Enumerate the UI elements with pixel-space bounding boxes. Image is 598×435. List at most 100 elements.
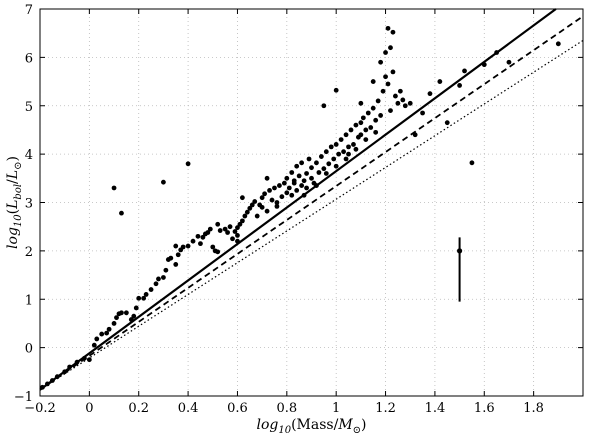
data-point xyxy=(232,229,238,234)
data-point xyxy=(370,105,376,111)
data-point xyxy=(254,213,260,219)
data-point xyxy=(353,122,359,128)
data-point xyxy=(321,103,327,109)
data-point xyxy=(296,173,302,179)
data-point xyxy=(252,199,258,204)
data-point xyxy=(348,127,354,133)
data-point xyxy=(163,267,169,273)
data-point xyxy=(318,154,324,159)
data-points xyxy=(40,25,561,390)
x-tick-label: 1.8 xyxy=(523,401,544,416)
data-point xyxy=(239,195,245,201)
data-point xyxy=(62,369,68,375)
x-tick-labels: −0.2 0 0.2 0.4 0.6 0.8 1 1.2 1.4 1.6 1.8 xyxy=(24,401,544,416)
data-point xyxy=(291,180,297,186)
data-point xyxy=(54,374,60,380)
data-point xyxy=(106,326,112,332)
data-point xyxy=(119,310,124,316)
data-point xyxy=(284,190,290,196)
data-point xyxy=(383,50,388,55)
data-point xyxy=(358,120,364,126)
data-point xyxy=(104,330,110,336)
data-point xyxy=(353,146,359,152)
y-axis-label: log10(Lbol/L⊙) xyxy=(5,156,24,249)
data-point xyxy=(506,59,512,65)
data-point xyxy=(143,292,149,297)
data-point xyxy=(269,197,275,203)
data-point xyxy=(198,241,203,247)
x-tick-label: 1 xyxy=(332,401,340,416)
data-point xyxy=(237,221,243,227)
data-point xyxy=(378,113,384,118)
data-point xyxy=(388,108,393,113)
fit-lines xyxy=(39,8,584,391)
data-point xyxy=(247,205,253,211)
data-point xyxy=(131,313,137,319)
data-point xyxy=(207,226,213,232)
data-point xyxy=(323,149,329,155)
data-point xyxy=(153,281,159,287)
data-point xyxy=(274,200,280,205)
data-point xyxy=(264,175,270,181)
x-tick-label: 0.8 xyxy=(276,401,297,416)
data-point xyxy=(141,295,147,301)
data-point xyxy=(215,221,221,227)
data-point xyxy=(326,161,332,167)
data-point xyxy=(136,295,142,301)
data-point xyxy=(343,132,349,138)
data-point xyxy=(262,191,268,197)
data-point xyxy=(351,142,356,147)
data-point xyxy=(299,183,305,188)
data-point xyxy=(336,151,342,157)
data-point xyxy=(225,230,230,235)
data-point xyxy=(299,160,305,166)
data-point xyxy=(284,175,290,181)
data-point xyxy=(86,357,92,363)
data-point xyxy=(277,183,282,188)
data-point xyxy=(412,132,418,138)
y-tick-label: 0 xyxy=(25,342,33,357)
data-point xyxy=(390,29,396,35)
data-point xyxy=(230,236,235,242)
data-point xyxy=(119,210,124,216)
data-point xyxy=(235,238,240,244)
axis-ticks xyxy=(39,8,583,397)
x-tick-label: 0 xyxy=(85,401,93,416)
data-point xyxy=(156,276,161,282)
data-point xyxy=(294,188,300,193)
data-point xyxy=(168,255,174,261)
data-point xyxy=(469,160,475,166)
data-point xyxy=(393,93,398,99)
data-point xyxy=(385,25,391,31)
data-point xyxy=(94,336,100,342)
y-tick-label: 4 xyxy=(25,148,33,163)
data-point xyxy=(314,183,319,188)
data-point xyxy=(333,87,339,93)
data-point xyxy=(67,364,73,370)
data-point xyxy=(358,100,364,106)
data-point xyxy=(383,74,388,80)
data-point xyxy=(133,305,139,311)
data-point xyxy=(316,170,322,175)
data-point xyxy=(279,194,285,200)
data-point xyxy=(427,91,433,97)
data-point xyxy=(385,81,391,87)
data-point xyxy=(274,203,280,209)
data-point xyxy=(244,209,250,215)
data-point xyxy=(420,110,425,116)
data-point xyxy=(481,62,487,68)
data-point xyxy=(200,234,206,240)
data-point xyxy=(123,310,129,316)
data-point xyxy=(321,166,327,172)
data-point xyxy=(259,204,265,210)
data-point xyxy=(185,161,191,167)
data-point xyxy=(217,228,223,233)
data-point xyxy=(437,79,443,84)
data-point xyxy=(358,132,364,138)
data-point xyxy=(40,384,45,390)
data-point xyxy=(363,127,369,133)
data-point xyxy=(235,232,240,238)
data-point xyxy=(82,355,87,361)
data-point xyxy=(373,129,379,135)
